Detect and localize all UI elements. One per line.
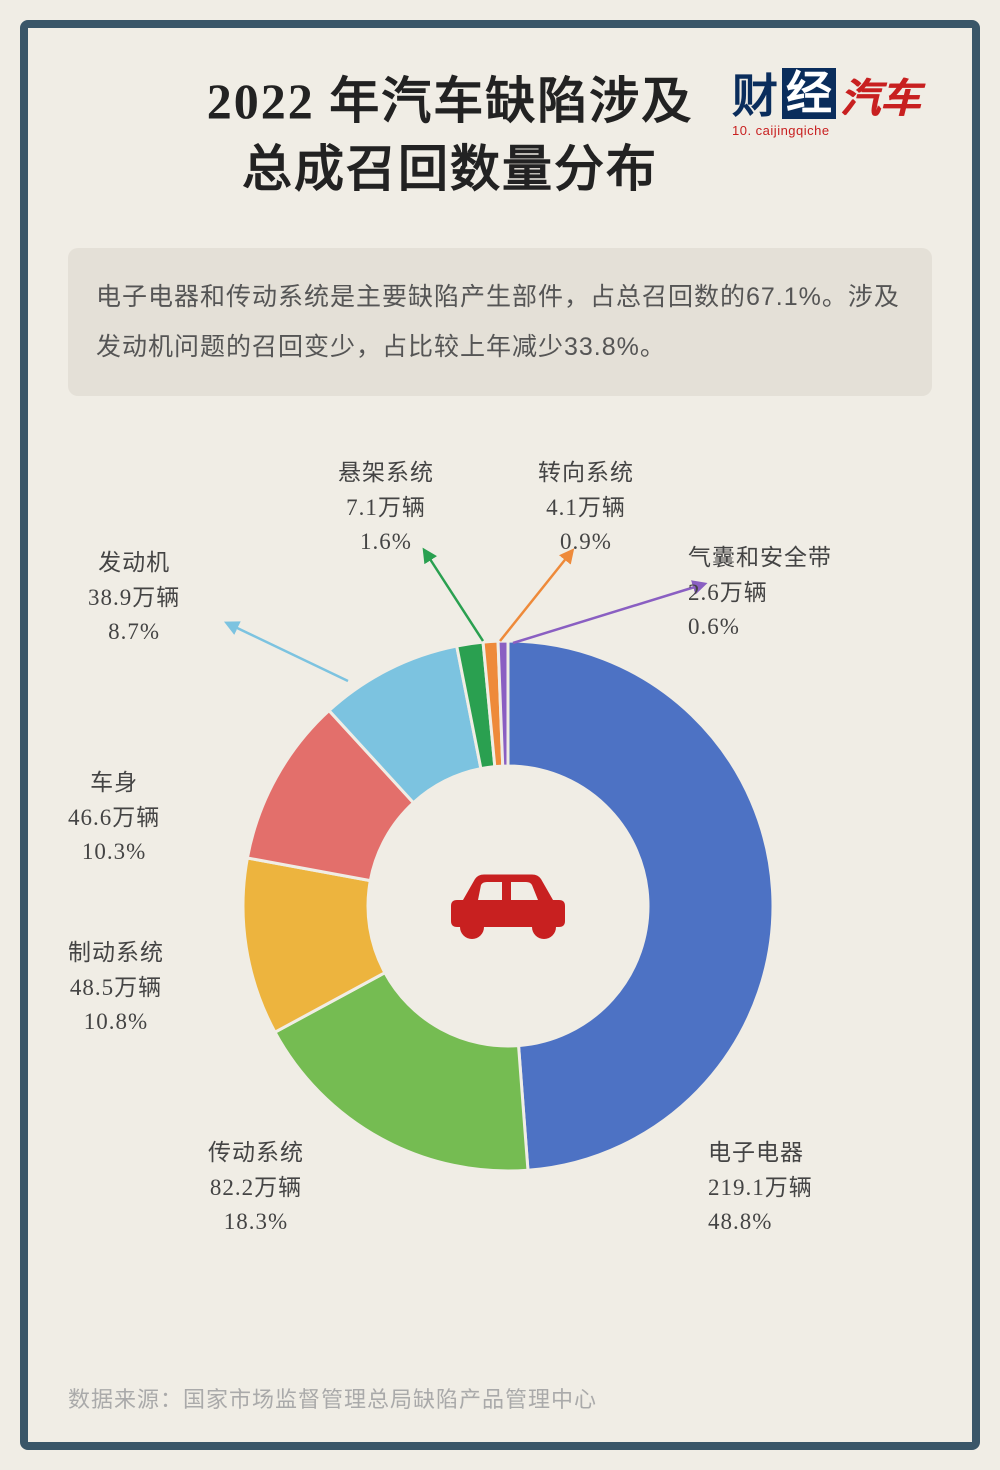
slice-pct: 10.8% [68, 1005, 164, 1040]
slice-pct: 48.8% [708, 1205, 813, 1240]
logo-subtitle: 10. caijingqiche [732, 123, 932, 138]
slice-count: 46.6万辆 [68, 801, 160, 836]
slice-label: 车身46.6万辆10.3% [68, 766, 160, 870]
slice-count: 2.6万辆 [688, 576, 832, 611]
slice-label: 悬架系统7.1万辆1.6% [338, 456, 434, 560]
slice-count: 38.9万辆 [88, 581, 180, 616]
slice-name: 电子电器 [708, 1136, 813, 1171]
slice-name: 悬架系统 [338, 456, 434, 491]
slice-pct: 1.6% [338, 525, 434, 560]
slice-name: 气囊和安全带 [688, 541, 832, 576]
title-line-2: 总成召回数量分布 [242, 141, 658, 197]
slice-label: 电子电器219.1万辆48.8% [708, 1136, 813, 1240]
slice-pct: 8.7% [88, 615, 180, 650]
slice-pct: 10.3% [68, 835, 160, 870]
summary-box: 电子电器和传动系统是主要缺陷产生部件，占总召回数的67.1%。涉及发动机问题的召… [68, 248, 932, 396]
slice-pct: 0.6% [688, 610, 832, 645]
donut-chart: 电子电器219.1万辆48.8% 传动系统82.2万辆18.3% 制动系统48.5万… [68, 436, 932, 1256]
logo-cai: 财 [732, 73, 778, 119]
leader-line [233, 626, 348, 681]
slice-label: 气囊和安全带2.6万辆0.6% [688, 541, 832, 645]
brand-logo-top: 财 经 汽车 [732, 68, 932, 119]
car-icon [451, 875, 565, 940]
slice-label: 制动系统48.5万辆10.8% [68, 936, 164, 1040]
leader-line [513, 586, 698, 643]
slice-label: 发动机38.9万辆8.7% [88, 546, 180, 650]
page-title: 2022 年汽车缺陷涉及 总成召回数量分布 [68, 68, 712, 203]
logo-jing: 经 [782, 68, 836, 119]
slice-name: 发动机 [88, 546, 180, 581]
slice-count: 219.1万辆 [708, 1171, 813, 1206]
slice-label: 转向系统4.1万辆0.9% [538, 456, 634, 560]
brand-logo: 财 经 汽车 10. caijingqiche [732, 68, 932, 138]
slice-count: 4.1万辆 [538, 491, 634, 526]
slice-count: 82.2万辆 [208, 1171, 304, 1206]
slice-pct: 0.9% [538, 525, 634, 560]
logo-qiche: 汽车 [840, 79, 920, 119]
data-source: 数据来源：国家市场监督管理总局缺陷产品管理中心 [68, 1382, 597, 1414]
slice-pct: 18.3% [208, 1205, 304, 1240]
frame: 2022 年汽车缺陷涉及 总成召回数量分布 财 经 汽车 10. caijing… [20, 20, 980, 1450]
slice-name: 转向系统 [538, 456, 634, 491]
slice-name: 传动系统 [208, 1136, 304, 1171]
title-line-1: 2022 年汽车缺陷涉及 [207, 73, 694, 129]
slice-count: 48.5万辆 [68, 971, 164, 1006]
slice-name: 制动系统 [68, 936, 164, 971]
slice-name: 车身 [68, 766, 160, 801]
slice-label: 传动系统82.2万辆18.3% [208, 1136, 304, 1240]
leader-line [428, 556, 483, 641]
header-row: 2022 年汽车缺陷涉及 总成召回数量分布 财 经 汽车 10. caijing… [68, 68, 932, 203]
slice-count: 7.1万辆 [338, 491, 434, 526]
